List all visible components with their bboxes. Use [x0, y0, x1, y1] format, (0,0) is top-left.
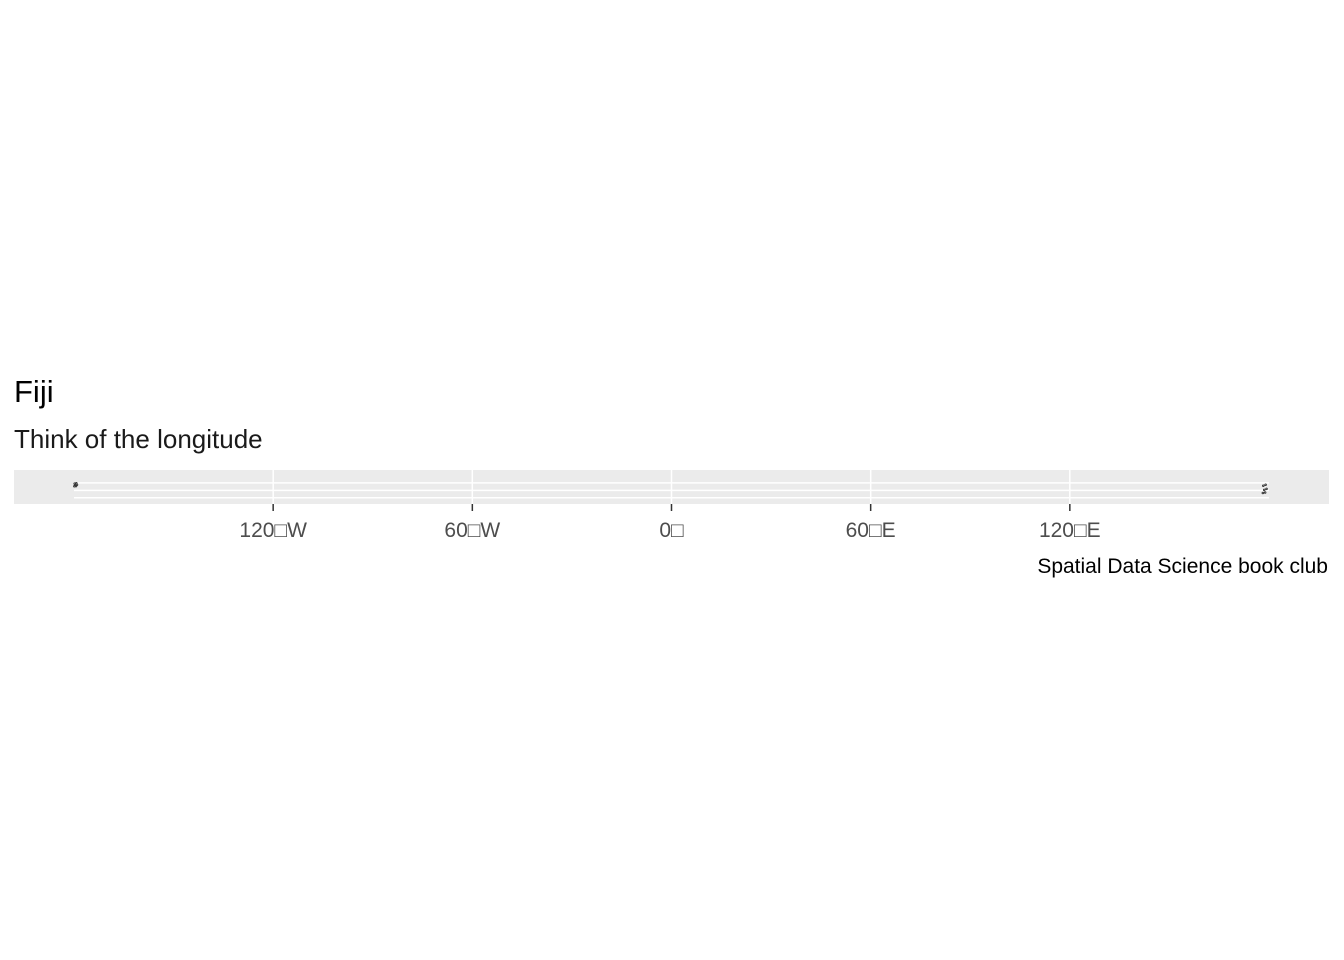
island: [1262, 484, 1265, 487]
island: [1261, 491, 1265, 495]
fiji-islands: [73, 482, 1268, 495]
island: [1264, 483, 1267, 486]
x-tick-label: 0□: [659, 519, 684, 542]
gridlines: [74, 470, 1269, 504]
x-tick-label: 60□E: [846, 519, 896, 542]
island: [1263, 491, 1267, 494]
island: [74, 484, 78, 488]
x-tick-label: 120□E: [1039, 519, 1101, 542]
island: [1262, 488, 1266, 492]
x-tick-label: 60□W: [444, 519, 500, 542]
plot-title: Fiji: [14, 374, 54, 409]
x-tick-label: 120□W: [239, 519, 307, 542]
island: [1265, 487, 1268, 491]
plot-subtitle: Think of the longitude: [14, 424, 263, 454]
x-axis: 120□W 60□W 0□ 60□E 120□E: [239, 504, 1101, 542]
plot-caption: Spatial Data Science book club: [1037, 555, 1328, 578]
